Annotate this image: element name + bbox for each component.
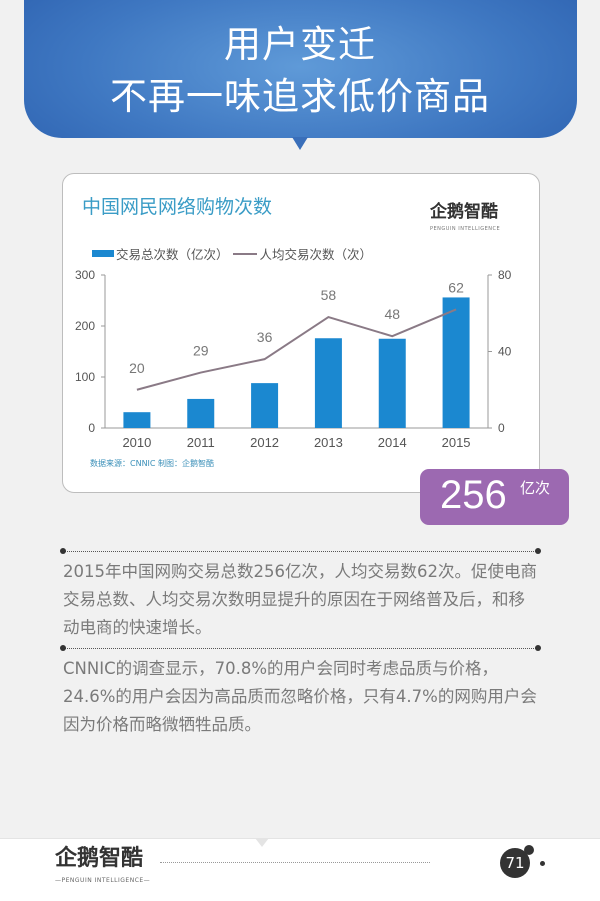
legend-bar-label: 交易总次数（亿次） [116,247,229,262]
right-tick-label: 80 [498,268,512,282]
page-number: 71 [500,848,530,878]
divider [60,548,541,554]
footer-logo-subtext: —PENGUIN INTELLIGENCE— [55,877,151,884]
paragraph-1: 2015年中国网购交易总数256亿次，人均交易数62次。促使电商交易总数、人均交… [63,562,537,637]
header-pointer [292,137,308,150]
line-data-label: 36 [257,329,273,345]
chart-legend: 交易总次数（亿次） 人均交易次数（次） [92,244,372,263]
bar-2014 [378,338,406,428]
badge-value: 256 [440,473,507,517]
left-tick-label: 300 [75,268,95,282]
x-tick-label: 2012 [250,435,279,450]
left-tick-label: 200 [75,319,95,333]
paragraph-2: CNNIC的调查显示，70.8%的用户会同时考虑品质与价格，24.6%的用户会因… [63,659,537,734]
bar-2012 [251,383,279,428]
footer-divider [160,862,430,863]
bar-2013 [314,338,342,428]
badge-unit: 亿次 [520,479,551,497]
decor-dot [540,861,545,866]
bar-2015 [442,297,470,428]
x-tick-label: 2011 [187,435,215,450]
legend-line-label: 人均交易次数（次） [259,247,373,262]
line-data-label: 62 [448,279,464,295]
footer-pointer [255,838,269,847]
left-tick-label: 0 [88,421,95,435]
highlight-badge: 256 亿次 [420,469,569,525]
legend-line-swatch [232,252,257,255]
brand-logo: 企鹅智酷 [430,202,498,222]
line-data-label: 58 [321,287,337,303]
bar-2011 [187,398,215,428]
page-subtitle: 不再一味追求低价商品 [110,75,490,118]
text-section: 2015年中国网购交易总数256亿次，人均交易数62次。促使电商交易总数、人均交… [60,548,541,745]
x-tick-label: 2015 [442,435,471,450]
x-tick-label: 2014 [378,435,407,450]
left-tick-label: 100 [75,370,95,384]
line-data-label: 20 [129,360,145,376]
footer-logo: 企鹅智酷 [55,846,144,871]
line-data-label: 48 [384,306,400,322]
chart-plot: 0 100 200 300 0 40 80 2010 2011 2012 2013 2014 2015 2… [75,268,512,450]
x-tick-label: 2010 [122,435,151,450]
header-banner [24,0,577,138]
brand-logo-subtext: PENGUIN INTELLIGENCE [430,226,501,232]
data-source: 数据来源：CNNIC 制图：企鹅智酷 [90,459,215,468]
decor-dot [524,845,534,855]
line-data-label: 29 [193,343,209,359]
legend-bar-swatch [92,250,114,257]
chart-title: 中国网民网络购物次数 [82,196,273,218]
bar-2010 [123,412,151,428]
footer [0,838,600,901]
x-tick-label: 2013 [314,435,343,450]
page-title: 用户变迁 [224,23,376,66]
line-series [136,308,457,391]
right-tick-label: 0 [498,421,505,435]
divider [60,645,541,651]
right-tick-label: 40 [498,345,512,359]
